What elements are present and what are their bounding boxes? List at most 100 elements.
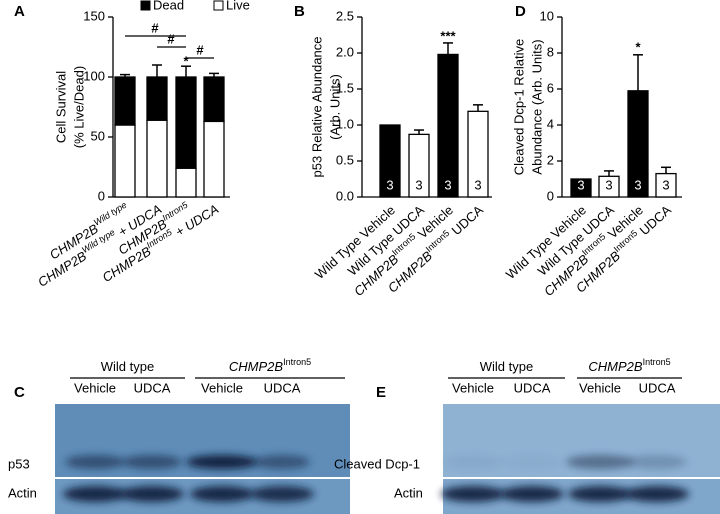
bar <box>379 124 401 198</box>
annotation: # <box>196 42 204 57</box>
y-tick-label: 2.0 <box>336 44 354 59</box>
group-label: Wild type <box>101 359 154 374</box>
y-tick-label: 0 <box>547 188 554 203</box>
group-label: CHMP2BIntron5 <box>588 357 670 374</box>
y-axis-label: Cleaved Dcp-1 Relative <box>511 39 526 176</box>
bar-segment <box>175 76 197 169</box>
lane-label: Vehicle <box>452 380 494 395</box>
blot-band <box>120 486 184 502</box>
annotation: # <box>151 20 159 35</box>
legend-swatch <box>140 0 151 11</box>
annotation: * <box>635 39 641 54</box>
blot-band <box>627 455 687 469</box>
bar-segment <box>203 120 225 198</box>
group-label-name: CHMP2B <box>229 359 284 374</box>
blot-band <box>122 455 182 469</box>
blot-band <box>441 486 505 502</box>
group-label-name: Wild type <box>101 359 154 374</box>
row-label: p53 <box>8 456 30 471</box>
n-label: 3 <box>634 177 641 192</box>
y-axis-label: Abundance (Arb. Units) <box>529 39 544 174</box>
y-tick-label: 6 <box>547 80 554 95</box>
y-axis-label: Cell Survival <box>53 71 68 143</box>
n-label: 3 <box>577 177 584 192</box>
y-tick-label: 50 <box>91 128 105 143</box>
blot-band <box>566 455 634 469</box>
blot-band <box>250 486 314 502</box>
bar-segment <box>175 167 197 198</box>
bar <box>570 178 592 198</box>
y-tick-label: 2.5 <box>336 8 354 23</box>
bar <box>408 133 430 198</box>
n-label: 3 <box>662 177 669 192</box>
blot-band <box>502 455 562 469</box>
lane-label: Vehicle <box>74 380 116 395</box>
blot-band <box>186 455 258 469</box>
panel-letter: A <box>14 3 25 20</box>
lane-label: UDCA <box>514 380 551 395</box>
blot-band <box>625 486 689 502</box>
y-tick-label: 10 <box>540 8 554 23</box>
lane-label: UDCA <box>639 380 676 395</box>
group-label-sup: Intron5 <box>283 357 311 367</box>
panel-letter: D <box>515 3 526 20</box>
bar-segment <box>146 76 168 121</box>
annotation: # <box>167 31 175 46</box>
panel-letter: B <box>294 3 305 20</box>
group-label: CHMP2BIntron5 <box>229 357 311 374</box>
blot-band <box>65 455 125 469</box>
blot-band <box>568 486 632 502</box>
panel-letter: C <box>14 384 25 401</box>
group-label-name: CHMP2B <box>588 359 643 374</box>
legend-swatch <box>213 0 224 11</box>
x-tick-label-rest: UDCA <box>446 202 486 240</box>
y-tick-label: 100 <box>83 68 105 83</box>
y-tick-label: 1.0 <box>336 116 354 131</box>
y-axis-label: (% Live/Dead) <box>71 66 86 148</box>
bar <box>627 90 649 198</box>
y-tick-label: 150 <box>83 8 105 23</box>
bar-segment <box>114 124 136 198</box>
lane-label: Vehicle <box>579 380 621 395</box>
legend-label: Dead <box>153 0 184 12</box>
lane-label: Vehicle <box>201 380 243 395</box>
lane-label: UDCA <box>134 380 171 395</box>
bar <box>467 110 489 198</box>
y-tick-label: 0.0 <box>336 188 354 203</box>
y-axis-label: p53 Relative Abundance <box>309 37 324 178</box>
row-label: Actin <box>8 485 37 500</box>
annotation: *** <box>440 28 456 43</box>
blot-band <box>443 455 503 469</box>
group-label: Wild type <box>480 359 533 374</box>
n-label: 3 <box>474 177 481 192</box>
n-label: 3 <box>386 177 393 192</box>
blot-band <box>63 486 127 502</box>
y-tick-label: 0.5 <box>336 152 354 167</box>
blot-band <box>500 486 564 502</box>
bar <box>655 172 677 198</box>
blot-band <box>254 455 310 469</box>
panel-letter: E <box>376 384 386 401</box>
group-label-sup: Intron5 <box>643 357 671 367</box>
bar <box>598 175 620 198</box>
legend-label: Live <box>226 0 250 12</box>
n-label: 3 <box>605 177 612 192</box>
n-label: 3 <box>415 177 422 192</box>
bar-segment <box>146 119 168 198</box>
y-tick-label: 0 <box>98 188 105 203</box>
annotation: * <box>183 53 189 68</box>
y-tick-label: 1.5 <box>336 80 354 95</box>
y-tick-label: 4 <box>547 116 554 131</box>
bar-segment <box>114 76 136 126</box>
n-label: 3 <box>444 177 451 192</box>
bar-segment <box>203 76 225 123</box>
row-label: Actin <box>394 485 423 500</box>
row-label: Cleaved Dcp-1 <box>334 456 420 471</box>
lane-label: UDCA <box>264 380 301 395</box>
group-label-name: Wild type <box>480 359 533 374</box>
y-tick-label: 8 <box>547 44 554 59</box>
bar <box>437 53 459 198</box>
y-tick-label: 2 <box>547 152 554 167</box>
blot-band <box>190 486 254 502</box>
